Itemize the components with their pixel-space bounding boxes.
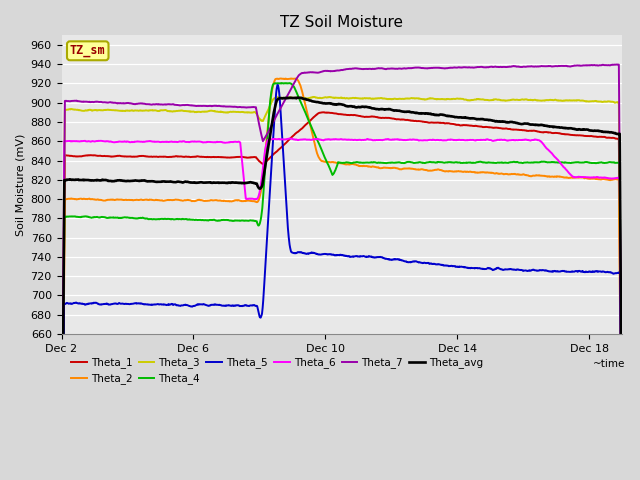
Theta_3: [499, 97, 507, 103]
Line: Theta_2: Theta_2: [61, 78, 622, 480]
Theta_7: [602, 62, 610, 68]
Theta_2: [602, 177, 610, 182]
Line: Theta_7: Theta_7: [61, 64, 622, 480]
Text: ~time: ~time: [593, 359, 625, 369]
Theta_1: [499, 126, 507, 132]
Theta_6: [86, 139, 94, 144]
Theta_1: [602, 135, 610, 141]
Theta_4: [602, 160, 610, 166]
Line: Theta_1: Theta_1: [61, 112, 622, 480]
Line: Theta_4: Theta_4: [61, 83, 622, 480]
Theta_4: [285, 80, 293, 86]
Theta_7: [613, 61, 621, 67]
Theta_6: [331, 136, 339, 142]
Theta_7: [86, 99, 94, 105]
Theta_4: [86, 215, 94, 220]
Theta_avg: [331, 102, 339, 108]
Theta_3: [331, 95, 339, 101]
Theta_5: [602, 269, 610, 275]
Theta_2: [86, 196, 94, 202]
Theta_2: [499, 171, 507, 177]
Theta_5: [86, 300, 94, 306]
Theta_5: [499, 267, 507, 273]
Theta_3: [602, 99, 610, 105]
Line: Theta_6: Theta_6: [61, 138, 622, 480]
Theta_4: [602, 160, 610, 166]
Theta_5: [331, 252, 339, 258]
Theta_avg: [602, 129, 610, 135]
Theta_avg: [499, 119, 507, 124]
Line: Theta_5: Theta_5: [61, 85, 622, 480]
Line: Theta_3: Theta_3: [61, 97, 622, 480]
Theta_1: [86, 152, 94, 158]
Theta_7: [499, 64, 507, 70]
Theta_2: [316, 156, 323, 162]
Theta_4: [316, 142, 323, 148]
Theta_1: [331, 110, 339, 116]
Legend: Theta_1, Theta_2, Theta_3, Theta_4, Theta_5, Theta_6, Theta_7, Theta_avg: Theta_1, Theta_2, Theta_3, Theta_4, Thet…: [67, 353, 487, 388]
Theta_5: [316, 252, 323, 257]
Theta_5: [602, 269, 610, 275]
Theta_4: [499, 160, 507, 166]
Y-axis label: Soil Moisture (mV): Soil Moisture (mV): [15, 133, 25, 236]
Theta_7: [316, 70, 323, 75]
Theta_2: [602, 176, 610, 182]
Theta_1: [602, 135, 610, 141]
Theta_avg: [86, 177, 94, 183]
Theta_6: [602, 175, 610, 180]
Theta_avg: [294, 95, 302, 100]
Theta_7: [330, 68, 338, 74]
Theta_3: [316, 95, 323, 101]
Theta_6: [499, 137, 507, 143]
Theta_7: [602, 62, 609, 68]
Theta_1: [319, 109, 327, 115]
Theta_6: [286, 135, 294, 141]
Theta_4: [331, 169, 339, 175]
Theta_6: [602, 175, 610, 180]
Theta_5: [274, 82, 282, 88]
Text: TZ_sm: TZ_sm: [70, 44, 106, 57]
Line: Theta_avg: Theta_avg: [61, 97, 622, 480]
Theta_1: [316, 110, 323, 116]
Theta_3: [310, 94, 318, 100]
Theta_3: [86, 107, 94, 113]
Theta_avg: [316, 99, 323, 105]
Theta_avg: [602, 129, 610, 135]
Theta_6: [316, 136, 323, 142]
Theta_2: [276, 75, 284, 81]
Theta_2: [331, 159, 339, 165]
Theta_3: [602, 99, 610, 105]
Title: TZ Soil Moisture: TZ Soil Moisture: [280, 15, 403, 30]
